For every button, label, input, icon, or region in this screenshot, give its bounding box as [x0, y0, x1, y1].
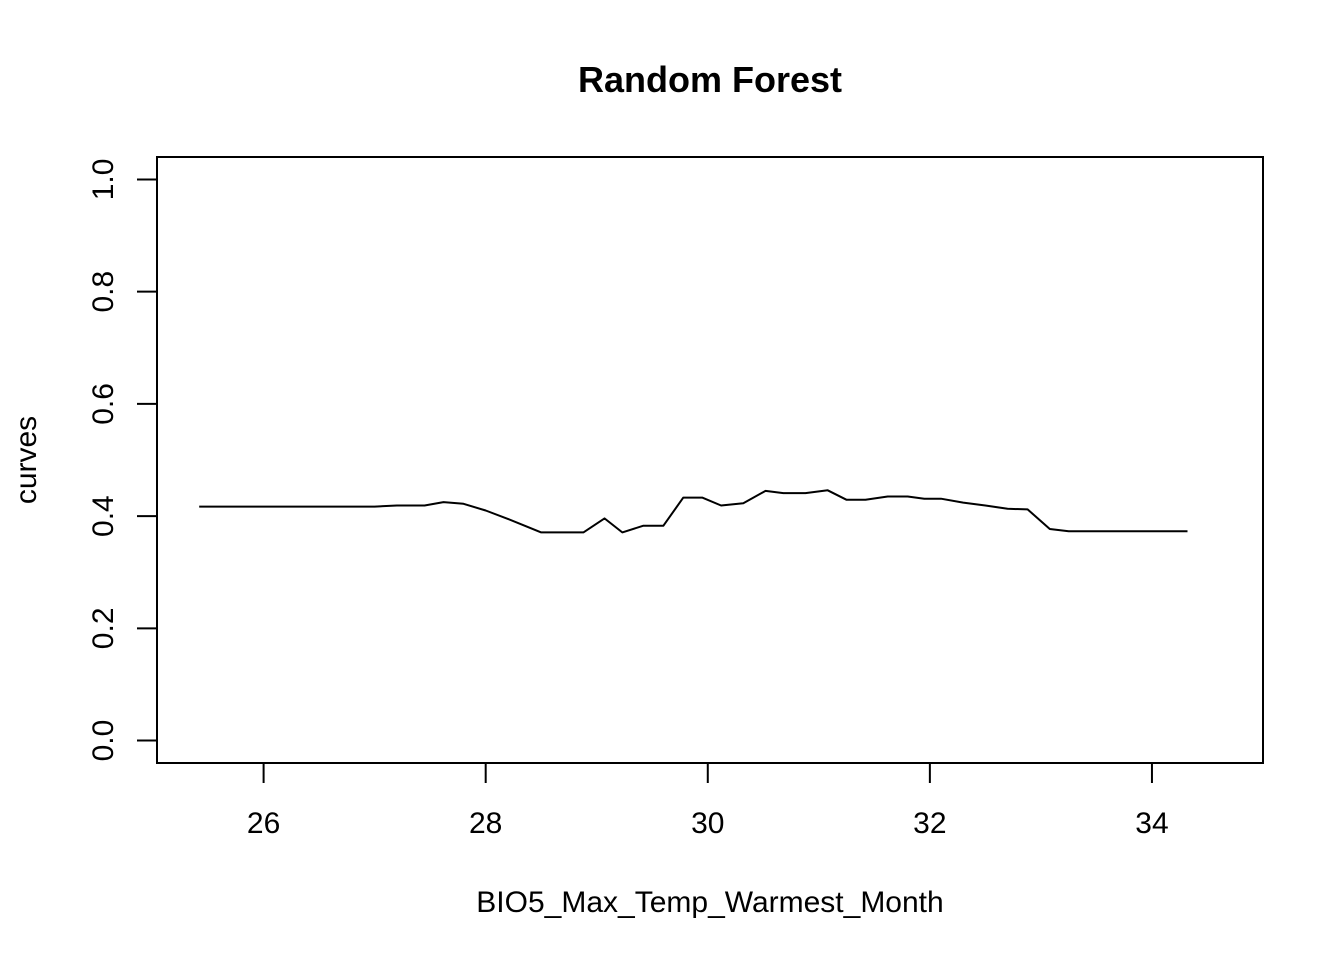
- y-tick-label: 0.6: [87, 383, 120, 425]
- y-tick-label: 0.0: [87, 720, 120, 762]
- x-axis: 26 28 30 32 34: [247, 763, 1169, 840]
- x-tick-label: 34: [1135, 807, 1168, 840]
- plot-frame: [156, 156, 1264, 764]
- y-tick-label: 0.8: [87, 271, 120, 313]
- x-tick-label: 30: [691, 807, 724, 840]
- y-tick-label: 1.0: [87, 159, 120, 201]
- x-tick-label: 26: [247, 807, 280, 840]
- series-line: [199, 489, 1188, 534]
- x-tick-label: 28: [469, 807, 502, 840]
- x-tick-label: 32: [913, 807, 946, 840]
- y-tick-label: 0.4: [87, 495, 120, 537]
- y-tick-label: 0.2: [87, 607, 120, 649]
- y-axis-label: curves: [10, 416, 43, 504]
- y-axis: 0.0 0.2 0.4 0.6 0.8 1.0: [87, 159, 157, 762]
- chart-title: Random Forest: [578, 59, 842, 100]
- x-axis-label: BIO5_Max_Temp_Warmest_Month: [476, 886, 943, 919]
